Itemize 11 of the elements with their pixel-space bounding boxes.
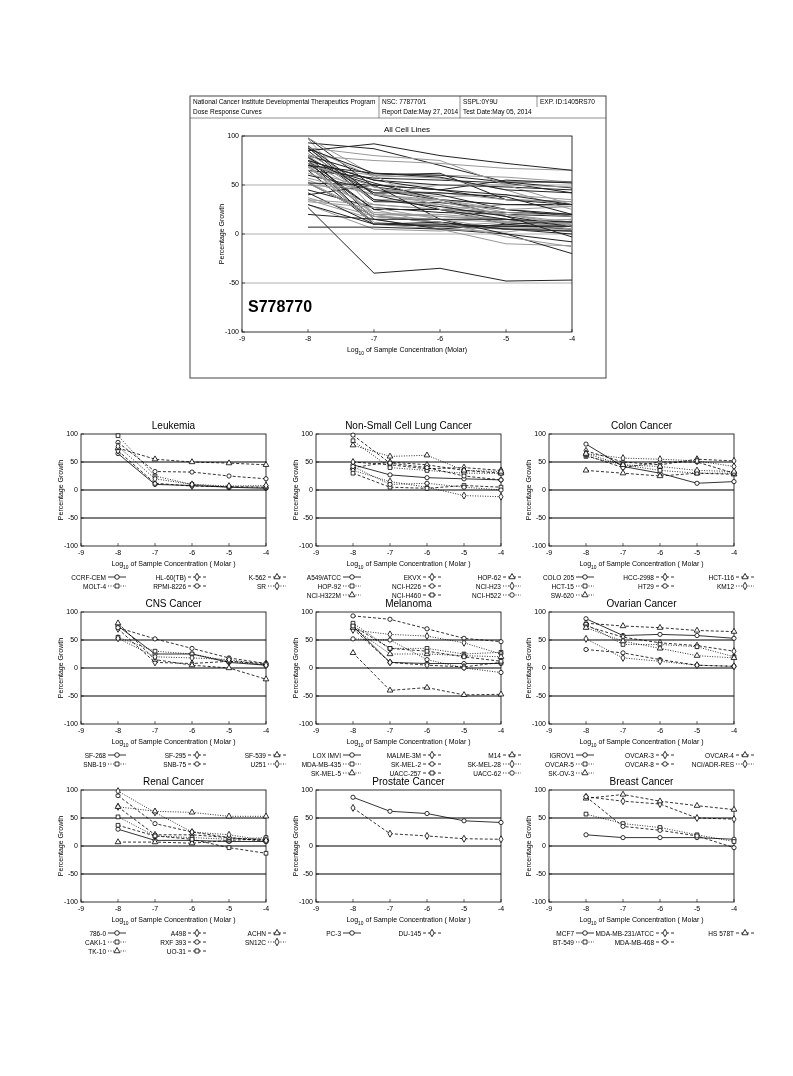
chart-title: Breast Cancer — [609, 776, 675, 787]
chart-title: Leukemia — [151, 420, 196, 431]
chart-title: Prostate Cancer — [372, 776, 446, 787]
chart-title: All Cell Lines — [383, 125, 431, 134]
chart-title: Melanoma — [385, 598, 433, 609]
chart-title: Colon Cancer — [610, 420, 673, 431]
chart-title: CNS Cancer — [145, 598, 203, 609]
chart-title: Non-Small Cell Lung Cancer — [345, 420, 473, 431]
chart-title: Ovarian Cancer — [606, 598, 678, 609]
annotation: S778770 — [248, 298, 313, 315]
chart-title: Renal Cancer — [142, 776, 205, 787]
